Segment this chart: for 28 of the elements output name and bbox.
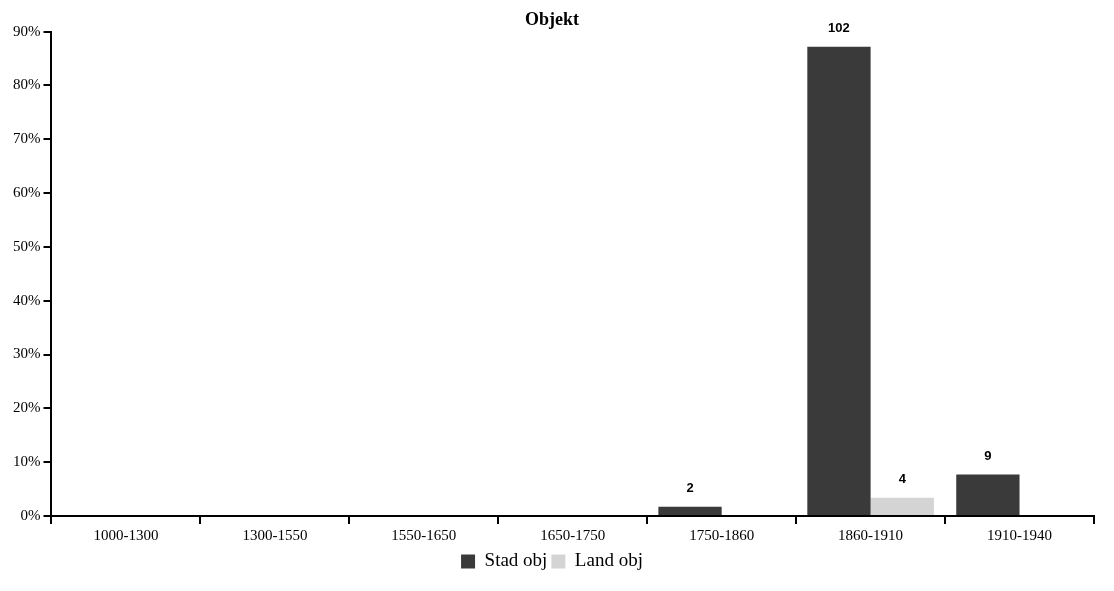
bar [956, 474, 1020, 515]
bar [807, 46, 871, 515]
y-tick-label: 0% [20, 506, 41, 523]
y-tick-label: 90% [13, 22, 41, 39]
y-tick-label: 30% [13, 345, 41, 362]
annotation: 102 [828, 19, 850, 35]
x-tick-label: 1650-1750 [540, 526, 606, 543]
x-tick-label: 1750-1860 [689, 526, 755, 543]
legend-label: Stad obj [484, 549, 548, 571]
bar [658, 506, 722, 515]
x-tick-label: 1550-1650 [391, 526, 457, 543]
y-tick-label: 60% [13, 184, 41, 200]
y-tick-label: 50% [13, 237, 41, 254]
legend-label: Land obj [574, 549, 643, 571]
annotation: 2 [686, 479, 694, 495]
x-tick-label: 1910-1940 [987, 526, 1053, 543]
y-tick-label: 20% [13, 399, 41, 416]
bar [870, 497, 934, 515]
y-tick-label: 80% [13, 76, 41, 93]
chart-title: Objekt [525, 9, 580, 30]
annotation: 4 [898, 470, 907, 486]
x-tick-label: 1300-1550 [242, 526, 308, 543]
y-tick-label: 70% [13, 130, 41, 147]
x-tick-label: 1000-1300 [93, 526, 159, 543]
x-tick-label: 1860-1910 [838, 526, 904, 543]
annotation: 9 [984, 447, 992, 463]
y-tick-label: 10% [13, 453, 41, 470]
y-tick-label: 40% [13, 291, 41, 308]
